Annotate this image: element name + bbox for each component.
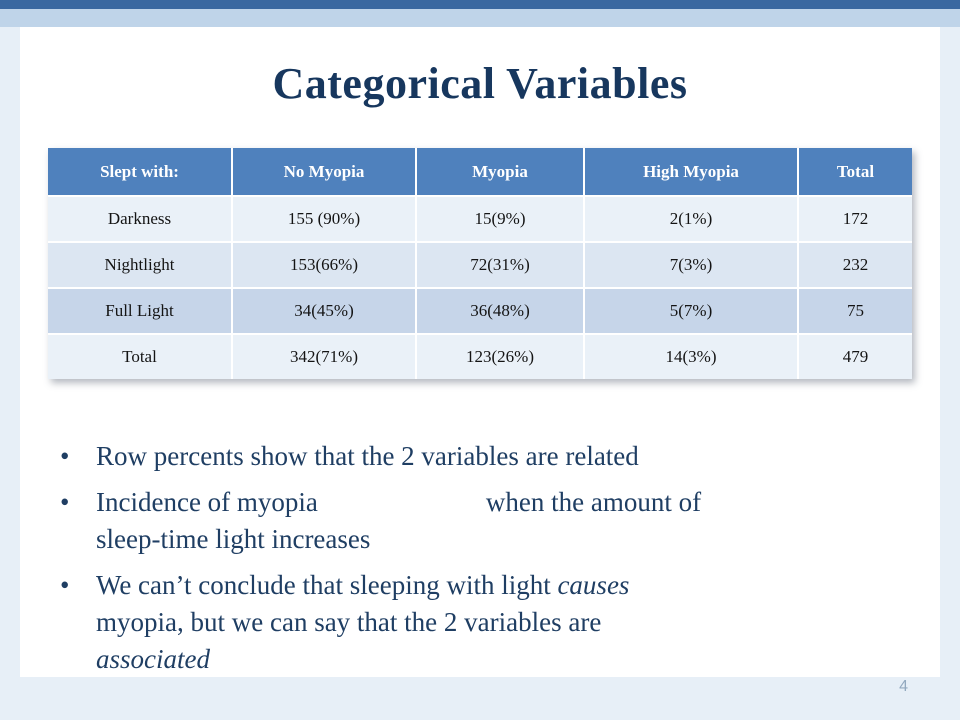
bullet-item: Incidence of myopia when the amount of sle…	[58, 484, 870, 558]
table-cell: 2(1%)	[583, 195, 799, 243]
table-cell: 232	[797, 241, 912, 289]
table-cell: 5(7%)	[583, 287, 799, 335]
table-header-cell: Myopia	[415, 148, 585, 197]
table-cell: 75	[797, 287, 912, 335]
table-cell: 172	[797, 195, 912, 243]
table-cell: 155 (90%)	[231, 195, 417, 243]
page-number: 4	[899, 678, 908, 695]
table-cell: Nightlight	[48, 241, 233, 289]
bullet-text: when the amount of	[485, 487, 702, 517]
table-cell: 14(3%)	[583, 333, 799, 379]
table-header-row: Slept with: No Myopia Myopia High Myopia…	[48, 148, 912, 197]
table-cell: 36(48%)	[415, 287, 585, 335]
table-header-cell: No Myopia	[231, 148, 417, 197]
slide-title: Categorical Variables	[272, 59, 688, 108]
table-cell: 72(31%)	[415, 241, 585, 289]
table-cell: 7(3%)	[583, 241, 799, 289]
top-accent-bar-light	[0, 9, 960, 27]
table-row: Full Light 34(45%) 36(48%) 5(7%) 75	[48, 287, 912, 335]
bullet-list: Row percents show that the 2 variables a…	[58, 438, 870, 687]
table-cell: 15(9%)	[415, 195, 585, 243]
bullet-text: Row percents show that the 2 variables a…	[96, 441, 639, 471]
table-cell: Full Light	[48, 287, 233, 335]
table-cell: 479	[797, 333, 912, 379]
table-cell: Darkness	[48, 195, 233, 243]
table-row: Total 342(71%) 123(26%) 14(3%) 479	[48, 333, 912, 379]
table-header-cell: Slept with:	[48, 148, 233, 197]
bullet-text-italic: associated	[96, 644, 210, 674]
table-cell: 123(26%)	[415, 333, 585, 379]
bullet-item: We can’t conclude that sleeping with lig…	[58, 567, 870, 678]
table-cell: Total	[48, 333, 233, 379]
table-row: Darkness 155 (90%) 15(9%) 2(1%) 172	[48, 195, 912, 243]
table-header-cell: Total	[797, 148, 912, 197]
table-row: Nightlight 153(66%) 72(31%) 7(3%) 232	[48, 241, 912, 289]
table-cell: 34(45%)	[231, 287, 417, 335]
table-cell: 153(66%)	[231, 241, 417, 289]
bullet-text: We can’t conclude that sleeping with lig…	[96, 570, 558, 600]
table-cell: 342(71%)	[231, 333, 417, 379]
bullet-text: myopia, but we can say that the 2 variab…	[96, 607, 602, 637]
table-header-cell: High Myopia	[583, 148, 799, 197]
data-table: Slept with: No Myopia Myopia High Myopia…	[48, 148, 912, 379]
bullet-text: Incidence of myopia	[96, 487, 318, 517]
bullet-text: sleep-time light increases	[96, 524, 371, 554]
bullet-item: Row percents show that the 2 variables a…	[58, 438, 870, 475]
bullet-text-italic: causes	[557, 570, 630, 600]
top-accent-bar-dark	[0, 0, 960, 9]
